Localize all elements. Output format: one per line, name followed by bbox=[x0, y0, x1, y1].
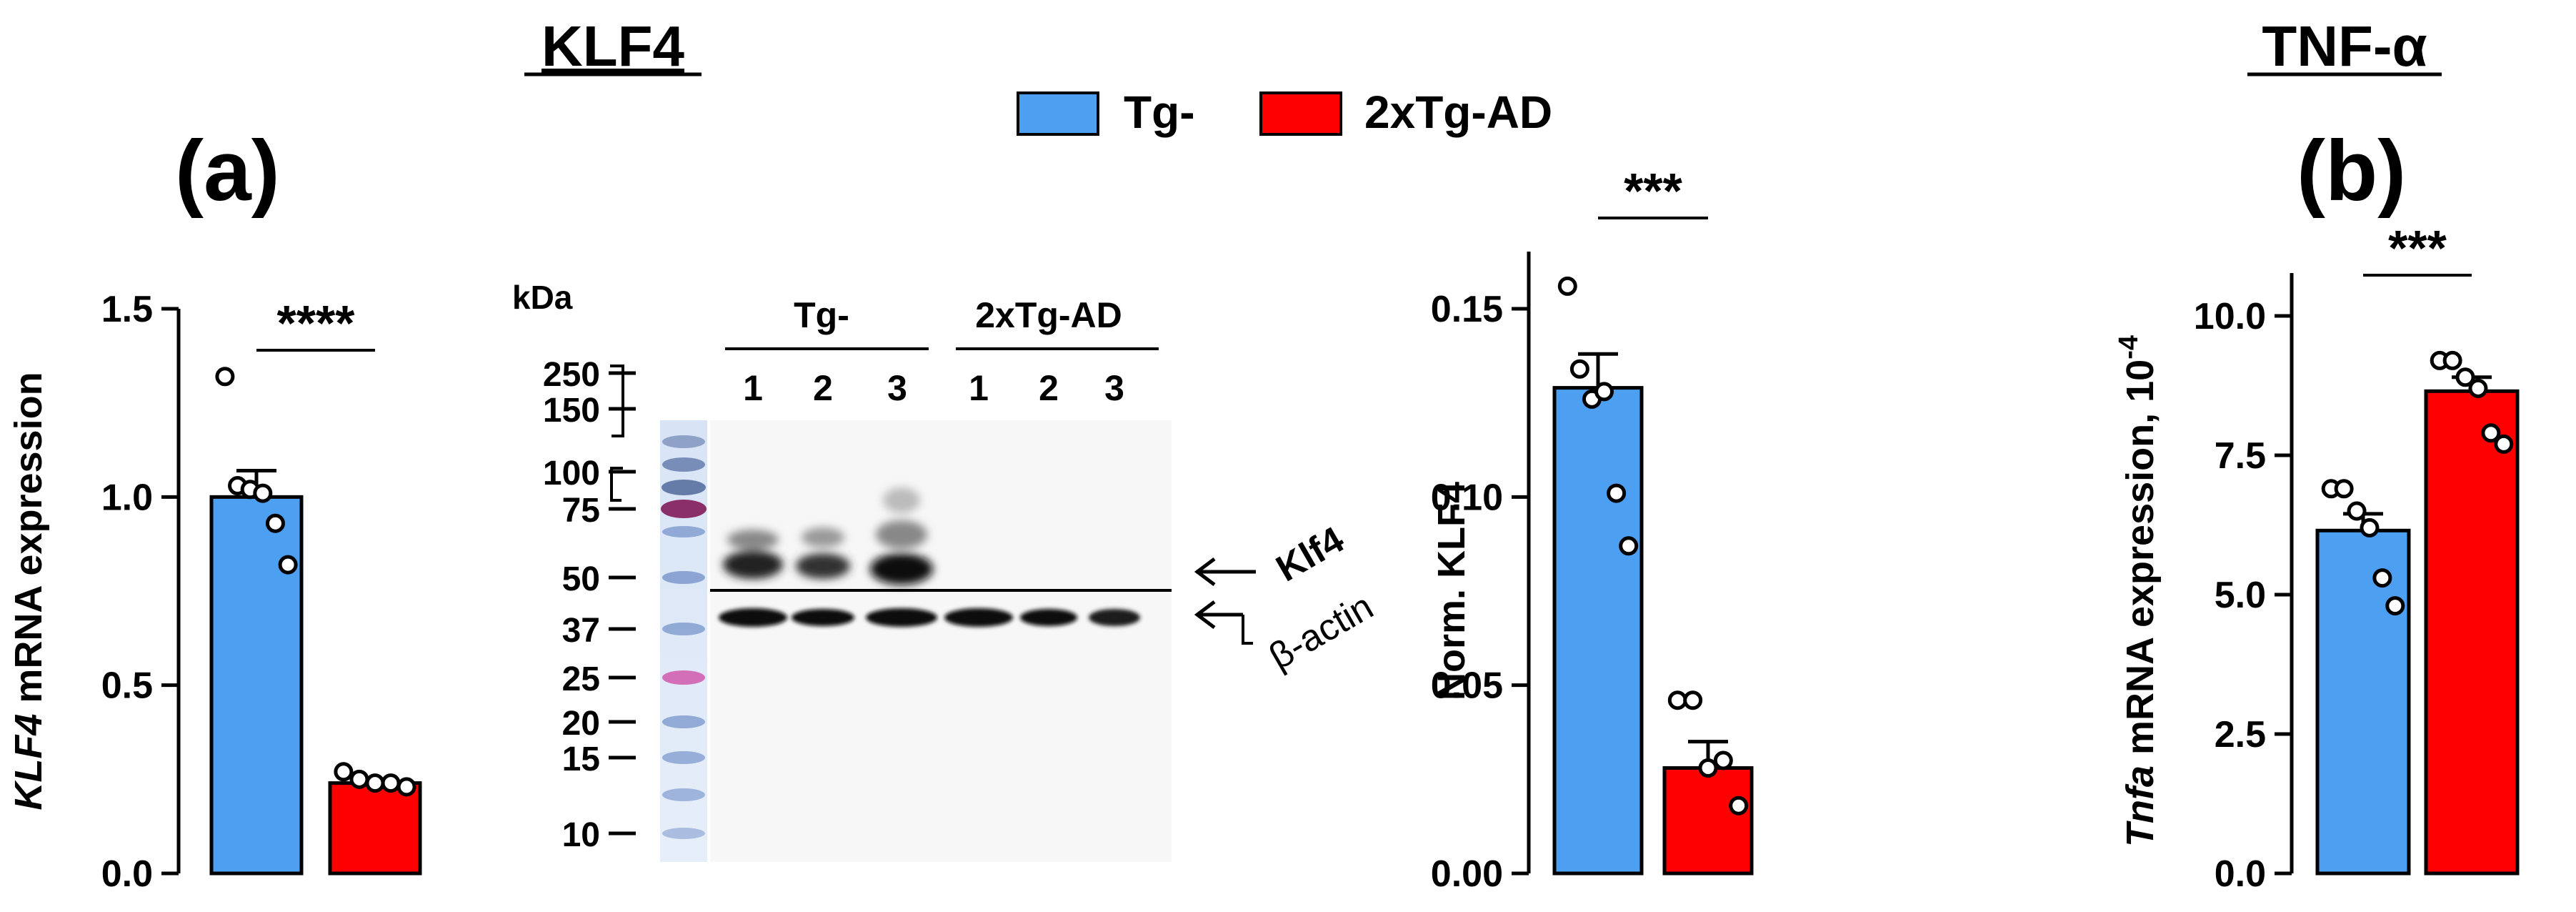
bar bbox=[2424, 389, 2520, 876]
bar bbox=[1552, 386, 1644, 876]
legend-label-tg: Tg- bbox=[1124, 86, 1195, 138]
data-point bbox=[1729, 795, 1749, 816]
bar bbox=[328, 781, 422, 876]
data-point bbox=[2372, 568, 2392, 588]
klf4-band-label: Klf4 bbox=[1269, 519, 1351, 590]
bar bbox=[1662, 766, 1754, 876]
ladder-label: 10 bbox=[562, 816, 600, 854]
data-point bbox=[1683, 690, 1703, 710]
legend-label-tgad: 2xTg-AD bbox=[1364, 86, 1552, 138]
data-point bbox=[1569, 359, 1589, 379]
lane-label: 2 bbox=[1039, 368, 1059, 408]
data-point bbox=[253, 483, 273, 503]
chart-norm-klf4: 0.00 0.05 0.10 0.15 Norm. KLF4 *** bbox=[1430, 163, 1754, 895]
actin-arrow bbox=[1194, 600, 1253, 645]
ladder-label: 100 bbox=[543, 455, 600, 492]
lane-label: 2 bbox=[813, 368, 833, 408]
panel-label-b: (b) bbox=[2297, 123, 2406, 219]
legend-swatch-tgad bbox=[1259, 91, 1342, 136]
bar bbox=[2315, 528, 2411, 876]
actin-band-label: β-actin bbox=[1262, 586, 1380, 678]
y-tick-label: 0.10 bbox=[1431, 477, 1503, 518]
ladder-label: 15 bbox=[562, 740, 600, 778]
y-tick-label: 0.00 bbox=[1431, 853, 1503, 895]
data-point bbox=[2347, 501, 2367, 521]
chart-klf4-mrna: 0.0 0.5 1.0 1.5 KLF4 mRNA expression **** bbox=[7, 289, 422, 895]
data-point bbox=[2455, 367, 2475, 387]
y-tick-label: 5.0 bbox=[2215, 575, 2266, 616]
y-tick-label: 0.05 bbox=[1431, 665, 1503, 707]
y-axis-title: Tnfa mRNA expression, 10-4 bbox=[2114, 335, 2162, 847]
ladder-bracket bbox=[610, 365, 624, 502]
title-klf4: KLF4 bbox=[541, 14, 685, 78]
actin-bands bbox=[719, 608, 1140, 627]
data-point bbox=[396, 777, 416, 797]
y-tick-label: 2.5 bbox=[2215, 714, 2266, 755]
bar bbox=[209, 495, 304, 876]
data-point bbox=[1667, 690, 1687, 710]
y-axis-title: Norm. KLF4 bbox=[1430, 482, 1473, 700]
data-point bbox=[215, 367, 235, 387]
klf4-bands bbox=[723, 487, 933, 585]
blot-group-tgad: 2xTg-AD bbox=[975, 295, 1122, 335]
data-point bbox=[265, 513, 285, 533]
significance-stars: *** bbox=[1624, 163, 1682, 219]
klf4-arrow bbox=[1194, 557, 1256, 586]
ladder-bands bbox=[661, 435, 707, 839]
data-point bbox=[381, 773, 401, 793]
data-point bbox=[2494, 434, 2514, 454]
legend-swatch-tg bbox=[1017, 91, 1099, 136]
ladder-label: 250 bbox=[543, 356, 600, 394]
y-tick-label: 0.0 bbox=[2215, 853, 2266, 895]
data-point bbox=[1713, 750, 1733, 770]
blot-group-tg: Tg- bbox=[794, 295, 849, 335]
data-point bbox=[2481, 423, 2501, 443]
lane-label: 1 bbox=[743, 368, 763, 408]
data-point bbox=[2468, 378, 2488, 398]
ladder-label: 20 bbox=[562, 705, 600, 743]
y-tick-label: 10.0 bbox=[2194, 296, 2266, 337]
kda-label: kDa bbox=[512, 279, 573, 316]
ladder-label: 50 bbox=[562, 560, 600, 598]
data-point bbox=[1619, 536, 1639, 556]
legend: Tg- 2xTg-AD bbox=[1017, 86, 1552, 138]
ladder-label: 25 bbox=[562, 660, 600, 698]
data-point bbox=[2385, 596, 2405, 616]
title-tnfa: TNF-α bbox=[2262, 14, 2427, 78]
y-tick-label: 0.0 bbox=[101, 853, 153, 895]
data-point bbox=[349, 769, 369, 789]
panel-label-a: (a) bbox=[175, 123, 280, 219]
lane-label: 3 bbox=[887, 368, 907, 408]
data-point bbox=[1698, 758, 1718, 778]
data-point bbox=[2442, 350, 2462, 370]
data-point bbox=[1607, 483, 1627, 503]
data-point bbox=[334, 762, 354, 782]
significance-stars: **** bbox=[277, 295, 356, 351]
lane-label: 3 bbox=[1104, 368, 1124, 408]
y-tick-label: 1.5 bbox=[101, 289, 153, 330]
y-axis-title: KLF4 mRNA expression bbox=[7, 372, 50, 810]
significance-stars: *** bbox=[2388, 220, 2447, 276]
y-tick-label: 1.0 bbox=[101, 477, 153, 518]
ladder-label: 37 bbox=[562, 612, 600, 650]
lane-label: 1 bbox=[969, 368, 989, 408]
data-point bbox=[365, 773, 385, 793]
ladder-label: 75 bbox=[562, 492, 600, 530]
ladder-label: 150 bbox=[543, 392, 600, 430]
data-point bbox=[1557, 276, 1577, 296]
data-point bbox=[1594, 382, 1614, 402]
data-point bbox=[278, 555, 298, 575]
chart-tnfa-mrna: 0.0 2.5 5.0 7.5 10.0 Tnfa mRNA expression, 10… bbox=[2114, 220, 2520, 895]
y-tick-label: 7.5 bbox=[2215, 435, 2266, 477]
y-tick-label: 0.5 bbox=[101, 665, 153, 707]
data-point bbox=[2360, 517, 2380, 537]
data-point bbox=[2334, 479, 2354, 499]
y-tick-label: 0.15 bbox=[1431, 289, 1503, 330]
blot-membrane bbox=[710, 420, 1172, 862]
